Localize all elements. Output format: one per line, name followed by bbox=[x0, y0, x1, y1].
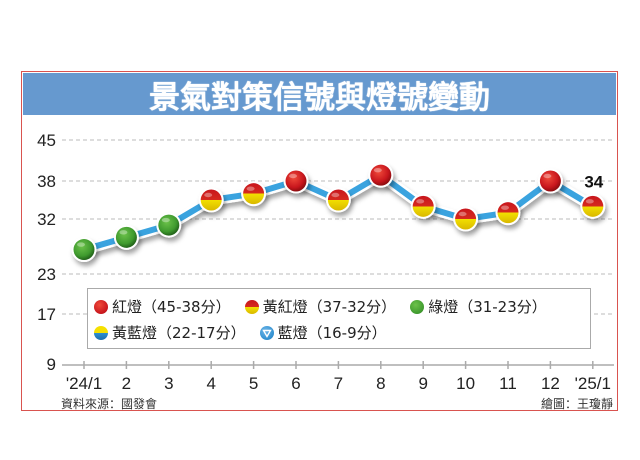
legend-label: 黃藍燈（22-17分） bbox=[112, 324, 246, 342]
legend: 紅燈（45-38分） 黃紅燈（37-32分） 綠燈（31-23分） 黃藍燈（22-1… bbox=[87, 288, 591, 349]
data-point-yellow-red-light bbox=[241, 181, 267, 207]
legend-item-green: 綠燈（31-23分） bbox=[410, 296, 547, 317]
x-tick-label: '25/1 bbox=[575, 374, 611, 393]
x-tick-label: 7 bbox=[334, 374, 343, 393]
chart-title: 景氣對策信號與燈號變動 bbox=[149, 79, 490, 116]
x-tick-label: 5 bbox=[249, 374, 258, 393]
data-point-yellow-red-light bbox=[325, 187, 351, 213]
legend-row: 紅燈（45-38分） 黃紅燈（37-32分） 綠燈（31-23分） bbox=[94, 296, 561, 317]
y-tick-label: 17 bbox=[37, 305, 56, 324]
graphic-credit: 繪圖：王瓊靜 bbox=[540, 397, 613, 411]
data-point-green-light bbox=[113, 224, 139, 250]
latest-value-label: 34 bbox=[584, 172, 603, 191]
yellow-blue-light-icon bbox=[94, 325, 108, 340]
x-tick-label: 4 bbox=[206, 374, 215, 393]
x-tick-label: 2 bbox=[122, 374, 131, 393]
x-tick-label: 11 bbox=[499, 374, 517, 393]
annotations: 34 bbox=[584, 172, 603, 191]
legend-label: 紅燈（45-38分） bbox=[112, 298, 231, 316]
y-tick-label: 9 bbox=[47, 355, 56, 374]
legend-item-red: 紅燈（45-38分） bbox=[94, 296, 231, 317]
title-bar: 景氣對策信號與燈號變動 bbox=[23, 73, 616, 116]
y-tick-label: 23 bbox=[37, 265, 56, 284]
legend-label: 綠燈（31-23分） bbox=[428, 298, 547, 316]
x-tick-label: 3 bbox=[164, 374, 173, 393]
blue-light-icon bbox=[259, 325, 274, 340]
x-tick-label: '24/1 bbox=[66, 374, 102, 393]
legend-item-yellow-red: 黃紅燈（37-32分） bbox=[244, 296, 397, 317]
data-point-green-light bbox=[71, 237, 97, 263]
data-point-red-light bbox=[368, 162, 394, 188]
legend-label: 黃紅燈（37-32分） bbox=[262, 298, 397, 316]
y-tick-label: 45 bbox=[37, 131, 56, 150]
data-point-yellow-red-light bbox=[495, 200, 521, 226]
data-point-red-light bbox=[537, 168, 563, 194]
y-tick-label: 32 bbox=[37, 210, 56, 229]
x-tick-label: 8 bbox=[376, 374, 385, 393]
yellow-red-light-icon bbox=[244, 299, 259, 314]
x-axis: '24/1 2 3 4 5 6 7 8 9 10 11 12 '25/1 bbox=[62, 361, 614, 393]
green-light-icon bbox=[410, 299, 425, 314]
data-point-yellow-red-light bbox=[410, 193, 436, 219]
red-light-icon bbox=[94, 299, 108, 314]
x-tick-label: 10 bbox=[456, 374, 475, 393]
y-axis-ticks: 9 17 23 32 38 45 bbox=[37, 131, 56, 374]
legend-row: 黃藍燈（22-17分） 藍燈（16-9分） bbox=[94, 322, 401, 343]
legend-label: 藍燈（16-9分） bbox=[277, 324, 387, 342]
x-tick-label: 12 bbox=[541, 374, 560, 393]
data-point-yellow-red-light bbox=[198, 187, 224, 213]
data-source: 資料來源：國發會 bbox=[61, 397, 158, 411]
data-point-green-light bbox=[156, 212, 182, 238]
data-point-red-light bbox=[283, 168, 309, 194]
y-tick-label: 38 bbox=[37, 172, 56, 191]
data-series bbox=[71, 162, 606, 263]
legend-item-yellow-blue: 黃藍燈（22-17分） bbox=[94, 322, 246, 343]
data-point-yellow-red-light bbox=[453, 206, 479, 232]
legend-item-blue: 藍燈（16-9分） bbox=[259, 322, 387, 343]
x-tick-label: 6 bbox=[291, 374, 300, 393]
x-tick-label: 9 bbox=[418, 374, 427, 393]
data-point-yellow-red-light bbox=[580, 193, 606, 219]
